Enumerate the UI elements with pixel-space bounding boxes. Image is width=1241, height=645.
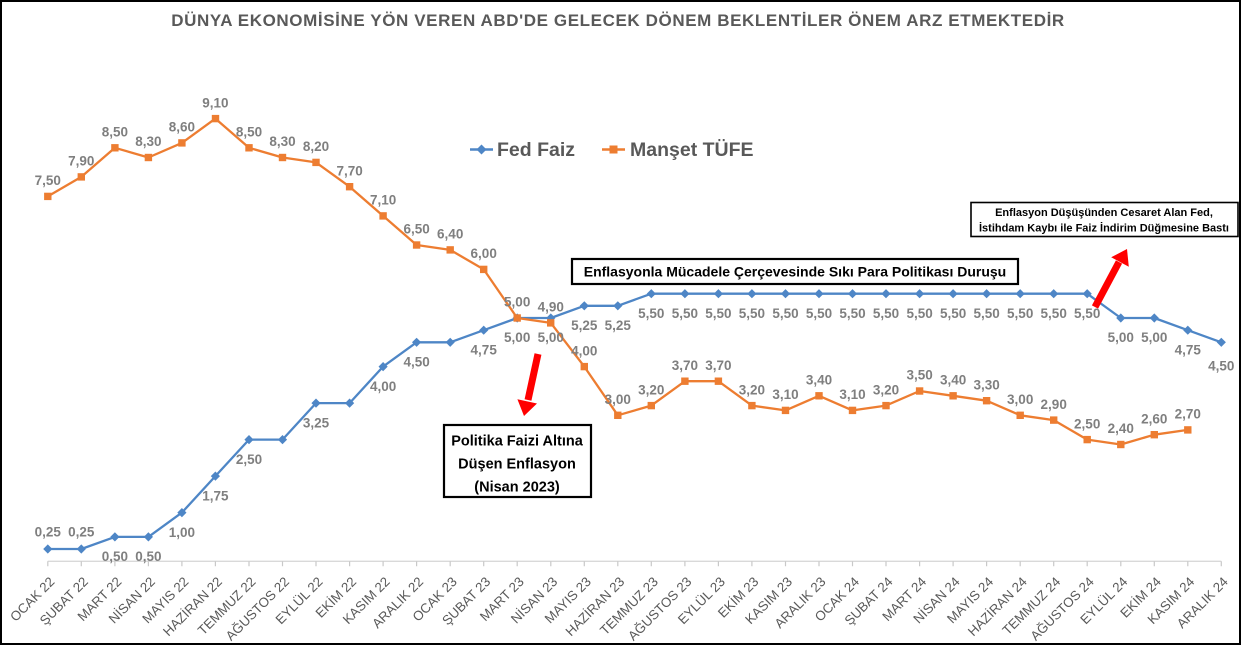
svg-text:3,10: 3,10 <box>772 387 798 402</box>
svg-text:5,50: 5,50 <box>638 306 664 321</box>
svg-text:3,20: 3,20 <box>739 382 765 397</box>
svg-text:3,20: 3,20 <box>638 382 664 397</box>
svg-text:8,20: 8,20 <box>303 139 329 154</box>
svg-text:7,70: 7,70 <box>336 163 362 178</box>
svg-text:4,75: 4,75 <box>471 342 498 357</box>
svg-text:5,00: 5,00 <box>1108 330 1134 345</box>
svg-text:5,50: 5,50 <box>672 306 698 321</box>
svg-text:5,00: 5,00 <box>504 330 530 345</box>
svg-text:0,25: 0,25 <box>35 525 62 540</box>
svg-text:3,10: 3,10 <box>839 387 865 402</box>
svg-text:7,50: 7,50 <box>35 173 61 188</box>
svg-text:4,90: 4,90 <box>538 300 564 315</box>
svg-text:0,50: 0,50 <box>135 549 161 564</box>
svg-text:5,25: 5,25 <box>571 318 598 333</box>
svg-text:İstihdam Kaybı ile Faiz İndiri: İstihdam Kaybı ile Faiz İndirim Düğmesin… <box>979 222 1229 235</box>
svg-text:4,50: 4,50 <box>1208 359 1234 374</box>
svg-text:1,00: 1,00 <box>169 525 195 540</box>
svg-text:3,70: 3,70 <box>672 358 698 373</box>
svg-text:Fed Faiz: Fed Faiz <box>497 139 575 161</box>
svg-text:3,70: 3,70 <box>705 358 731 373</box>
svg-text:5,50: 5,50 <box>873 306 899 321</box>
svg-text:5,50: 5,50 <box>806 306 832 321</box>
svg-text:7,10: 7,10 <box>370 193 396 208</box>
svg-text:2,60: 2,60 <box>1141 411 1167 426</box>
svg-text:4,75: 4,75 <box>1175 342 1202 357</box>
svg-text:8,30: 8,30 <box>269 134 295 149</box>
svg-text:3,30: 3,30 <box>973 377 999 392</box>
svg-text:2,40: 2,40 <box>1108 421 1134 436</box>
svg-text:7,90: 7,90 <box>68 154 94 169</box>
svg-text:2,50: 2,50 <box>1074 416 1100 431</box>
svg-text:6,50: 6,50 <box>403 222 429 237</box>
svg-text:5,50: 5,50 <box>839 306 865 321</box>
svg-text:5,50: 5,50 <box>906 306 932 321</box>
svg-text:Manşet TÜFE: Manşet TÜFE <box>630 138 754 161</box>
svg-text:8,60: 8,60 <box>169 120 195 135</box>
svg-text:3,25: 3,25 <box>303 415 330 430</box>
svg-text:3,40: 3,40 <box>940 373 966 388</box>
svg-text:4,50: 4,50 <box>403 355 429 370</box>
svg-text:Enflasyon Düşüşünden Cesaret A: Enflasyon Düşüşünden Cesaret Alan Fed, <box>995 207 1213 219</box>
svg-text:5,00: 5,00 <box>1141 330 1167 345</box>
svg-text:5,50: 5,50 <box>1041 306 1067 321</box>
svg-text:6,00: 6,00 <box>471 246 497 261</box>
svg-text:5,50: 5,50 <box>772 306 798 321</box>
svg-text:5,00: 5,00 <box>538 330 564 345</box>
svg-text:5,50: 5,50 <box>973 306 999 321</box>
svg-text:DÜNYA EKONOMİSİNE YÖN VEREN AB: DÜNYA EKONOMİSİNE YÖN VEREN ABD'DE GELEC… <box>171 11 1065 30</box>
svg-text:5,50: 5,50 <box>705 306 731 321</box>
svg-text:8,50: 8,50 <box>102 125 128 140</box>
svg-text:8,30: 8,30 <box>135 134 161 149</box>
svg-text:Enflasyonla Mücadele Çerçevesi: Enflasyonla Mücadele Çerçevesinde Sıkı P… <box>584 264 1007 280</box>
svg-text:5,50: 5,50 <box>1074 306 1100 321</box>
svg-text:5,50: 5,50 <box>739 306 765 321</box>
svg-text:5,50: 5,50 <box>1007 306 1033 321</box>
svg-text:Düşen Enflasyon: Düşen Enflasyon <box>458 457 576 473</box>
svg-text:5,50: 5,50 <box>940 306 966 321</box>
svg-text:3,00: 3,00 <box>1007 392 1033 407</box>
svg-text:3,40: 3,40 <box>806 373 832 388</box>
svg-text:6,40: 6,40 <box>437 227 463 242</box>
svg-text:2,70: 2,70 <box>1175 407 1201 422</box>
svg-text:1,75: 1,75 <box>202 488 229 503</box>
svg-text:3,20: 3,20 <box>873 382 899 397</box>
svg-text:5,00: 5,00 <box>504 295 530 310</box>
svg-text:(Nisan 2023): (Nisan 2023) <box>474 480 560 496</box>
svg-text:0,25: 0,25 <box>68 525 95 540</box>
svg-text:3,00: 3,00 <box>605 392 631 407</box>
svg-text:4,00: 4,00 <box>370 379 396 394</box>
svg-text:8,50: 8,50 <box>236 125 262 140</box>
svg-text:2,90: 2,90 <box>1041 397 1067 412</box>
svg-text:2,50: 2,50 <box>236 452 262 467</box>
svg-text:5,25: 5,25 <box>605 318 632 333</box>
svg-text:0,50: 0,50 <box>102 549 128 564</box>
svg-text:3,50: 3,50 <box>906 368 932 383</box>
svg-text:9,10: 9,10 <box>202 95 228 110</box>
svg-text:4,00: 4,00 <box>571 343 597 358</box>
svg-text:Politika Faizi Altına: Politika Faizi Altına <box>451 434 584 450</box>
